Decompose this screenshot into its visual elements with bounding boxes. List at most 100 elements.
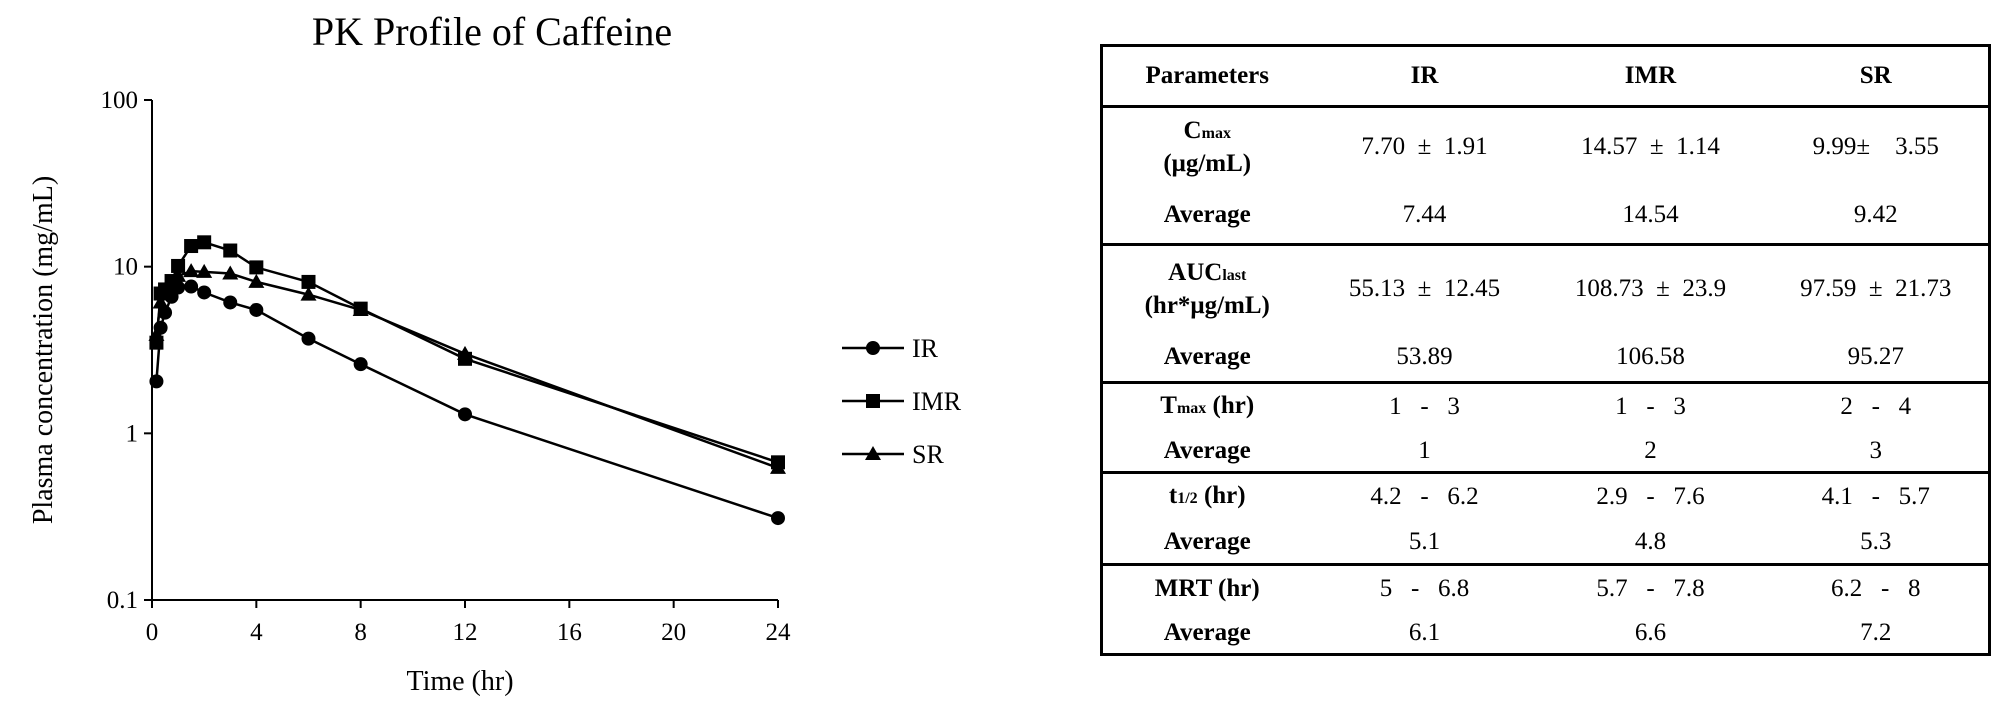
table-group-auclast: AUClast (hr*μg/mL) 55.13 ± 12.45 108.73 … — [1101, 244, 1990, 383]
param-tmax: Tmax (hr) — [1160, 391, 1255, 419]
data-point-ir — [353, 357, 368, 372]
tmax-imr: 1 - 3 — [1615, 393, 1686, 421]
tmax-avg-imr: 2 — [1644, 436, 1657, 464]
mrt-ir: 5 - 6.8 — [1379, 575, 1470, 603]
header-ir: IR — [1410, 62, 1439, 89]
data-point-ir — [197, 285, 212, 300]
pk-chart: PK Profile of Caffeine 0.1 1 10 100 0 4 8 12 16… — [28, 9, 962, 697]
avg-label: Average — [1163, 436, 1251, 464]
table-row: Cmax (μg/mL) 7.70 ± 1.91 14.57 ± 1.14 9.… — [1102, 107, 1990, 187]
data-point-sr — [196, 263, 213, 278]
data-point-sr — [248, 273, 265, 288]
table-row: Average 1 2 3 — [1102, 431, 1990, 473]
table-row: t1/2 (hr) 4.2 - 6.2 2.9 - 7.6 4.1 - 5.7 — [1102, 473, 1990, 521]
tmax-avg-ir: 1 — [1418, 436, 1431, 464]
data-point-imr — [223, 243, 238, 258]
auclast-avg-imr: 106.58 — [1616, 342, 1685, 370]
header-parameters: Parameters — [1145, 62, 1270, 89]
legend-item-imr: IMR — [842, 387, 962, 416]
header-imr: IMR — [1624, 62, 1677, 89]
x-tick-labels: 0 4 8 12 16 20 24 — [146, 619, 791, 646]
cmax-sr: 9.99± 3.55 — [1812, 133, 1939, 161]
legend-marker-ir — [866, 341, 880, 355]
table-group-thalf: t1/2 (hr) 4.2 - 6.2 2.9 - 7.6 4.1 - 5.7 … — [1101, 472, 1990, 565]
x-tick-label: 24 — [766, 619, 792, 646]
x-tick-label: 0 — [146, 619, 159, 646]
thalf-avg-sr: 5.3 — [1860, 527, 1892, 555]
table-row: Average 7.44 14.54 9.42 — [1102, 187, 1990, 245]
legend-item-sr: SR — [842, 440, 944, 469]
data-point-imr — [197, 235, 212, 250]
data-point-ir — [184, 279, 199, 294]
thalf-avg-ir: 5.1 — [1408, 527, 1441, 555]
param-mrt: MRT (hr) — [1154, 575, 1260, 603]
mrt-avg-imr: 6.6 — [1634, 618, 1667, 646]
y-tick-labels: 0.1 1 10 100 — [101, 87, 139, 614]
table-row: Tmax (hr) 1 - 3 1 - 3 2 - 4 — [1102, 383, 1990, 431]
x-tick-label: 16 — [557, 619, 582, 646]
cmax-ir: 7.70 ± 1.91 — [1361, 133, 1488, 161]
mrt-avg-ir: 6.1 — [1408, 618, 1441, 646]
x-tick-label: 20 — [661, 619, 686, 646]
auclast-ir: 55.13 ± 12.45 — [1348, 275, 1501, 303]
cmax-avg-imr: 14.54 — [1622, 200, 1679, 228]
chart-axes — [144, 99, 779, 608]
x-tick-label: 8 — [354, 619, 367, 646]
table-row: MRT (hr) 5 - 6.8 5.7 - 7.8 6.2 - 8 — [1102, 565, 1990, 613]
data-point-imr — [301, 274, 316, 289]
data-point-sr — [352, 301, 369, 316]
legend-marker-sr — [865, 446, 881, 460]
table-group-tmax: Tmax (hr) 1 - 3 1 - 3 2 - 4 Average 1 2 … — [1101, 382, 1990, 473]
auclast-imr: 108.73 ± 23.9 — [1574, 275, 1727, 303]
tmax-avg-sr: 3 — [1869, 436, 1883, 464]
mrt-avg-sr: 7.2 — [1860, 618, 1892, 646]
y-tick-label: 1 — [126, 420, 139, 447]
x-tick-label: 4 — [250, 619, 263, 646]
series-line-ir — [155, 285, 779, 520]
table-header-row: Parameters IR IMR SR — [1102, 46, 1990, 107]
series-sr — [148, 263, 786, 474]
y-axis-label: Plasma concentration (mg/mL) — [28, 176, 59, 524]
legend-label-sr: SR — [912, 440, 944, 469]
data-point-ir — [149, 374, 164, 389]
tmax-ir: 1 - 3 — [1389, 393, 1460, 421]
legend-label-imr: IMR — [912, 387, 962, 416]
data-point-ir — [158, 305, 173, 320]
y-tick-label: 0.1 — [107, 587, 138, 614]
legend-item-ir: IR — [842, 334, 939, 363]
auclast-sr: 97.59 ± 21.73 — [1800, 275, 1952, 303]
legend-marker-imr — [866, 394, 880, 408]
data-point-sr — [170, 267, 187, 282]
auclast-avg-ir: 53.89 — [1396, 342, 1453, 370]
series-line-sr — [155, 269, 779, 470]
avg-label: Average — [1163, 527, 1251, 555]
thalf-imr: 2.9 - 7.6 — [1596, 483, 1705, 511]
data-point-sr — [183, 263, 200, 278]
table-group-cmax: Cmax (μg/mL) 7.70 ± 1.91 14.57 ± 1.14 9.… — [1101, 106, 1990, 245]
data-point-sr — [770, 459, 786, 474]
data-point-ir — [223, 295, 238, 310]
param-auclast: AUClast (hr*μg/mL) — [1144, 258, 1270, 319]
data-point-imr — [184, 239, 199, 254]
data-point-imr — [249, 260, 264, 275]
table-row: Average 5.1 4.8 5.3 — [1102, 521, 1990, 565]
table-row: Average 53.89 106.58 95.27 — [1102, 333, 1990, 383]
auclast-avg-sr: 95.27 — [1847, 342, 1904, 370]
data-point-ir — [458, 407, 472, 422]
thalf-sr: 4.1 - 5.7 — [1821, 483, 1930, 511]
data-point-ir — [249, 302, 264, 317]
series-layer — [148, 235, 786, 526]
data-point-sr — [148, 326, 165, 341]
data-point-sr — [222, 265, 239, 280]
data-point-sr — [457, 345, 473, 360]
tmax-sr: 2 - 4 — [1840, 393, 1912, 421]
data-point-ir — [771, 511, 785, 526]
y-tick-label: 100 — [101, 87, 139, 114]
table-row: AUClast (hr*μg/mL) 55.13 ± 12.45 108.73 … — [1102, 245, 1990, 333]
x-axis-label: Time (hr) — [406, 666, 513, 697]
mrt-imr: 5.7 - 7.8 — [1596, 575, 1705, 603]
chart-title: PK Profile of Caffeine — [312, 9, 672, 54]
chart-legend: IR IMR SR — [842, 334, 962, 469]
header-sr: SR — [1859, 62, 1892, 89]
param-cmax: Cmax (μg/mL) — [1163, 116, 1252, 177]
